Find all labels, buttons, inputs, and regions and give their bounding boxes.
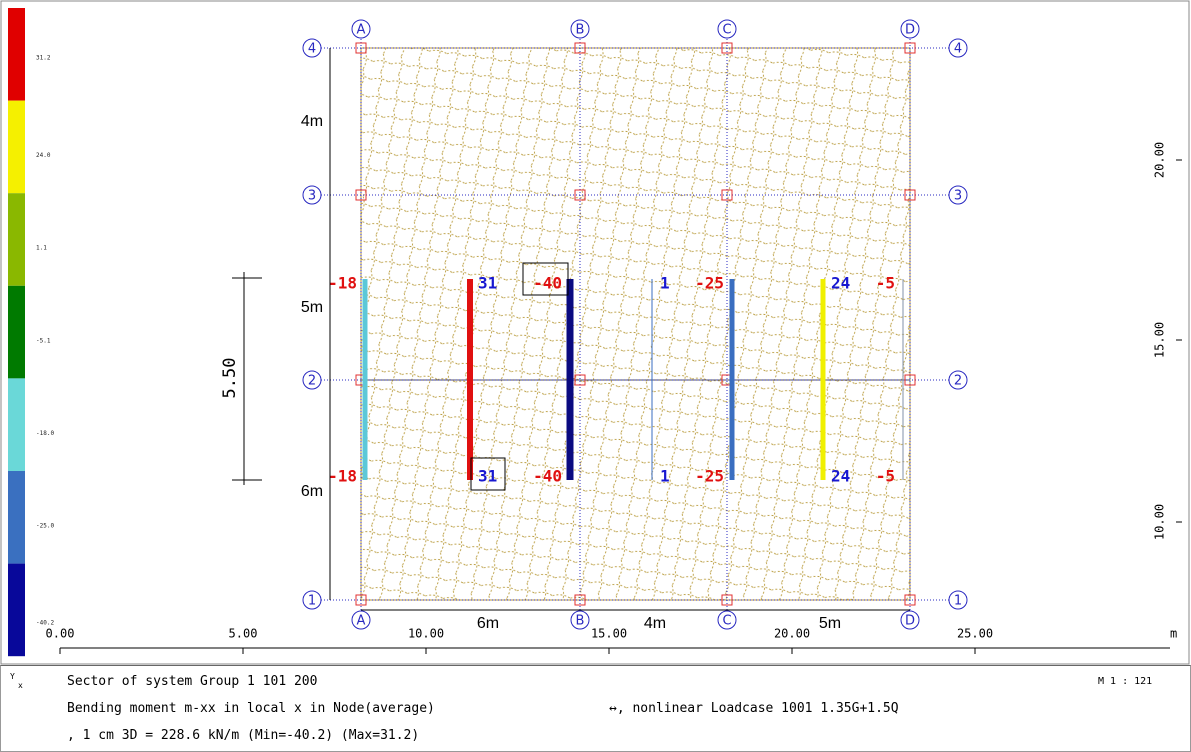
y-tick-label: 20.00 (1153, 142, 1167, 178)
grid-label: B (576, 614, 585, 629)
grid-label: D (905, 614, 915, 629)
axis-y: Y (10, 672, 15, 681)
result-label: 31 (478, 274, 497, 293)
result-label: 1 (660, 467, 670, 486)
result-label: 24 (831, 274, 850, 293)
grid-label: A (357, 614, 366, 629)
footer-line: , 1 cm 3D = 228.6 kN/m (Min=-40.2) (Max=… (67, 728, 419, 743)
x-tick-label: 0.00 (46, 627, 75, 641)
dim-label: 5m (819, 615, 841, 632)
dim-label: 4m (644, 615, 666, 632)
grid-label: 2 (308, 374, 316, 389)
legend-swatch (8, 101, 25, 194)
dim-label: 4m (301, 113, 323, 130)
legend-swatch (8, 8, 25, 101)
grid-label: 4 (954, 42, 962, 57)
dim-label: 6m (301, 483, 323, 500)
legend-swatch (8, 286, 25, 379)
dim-label: 6m (477, 615, 499, 632)
result-strip (567, 279, 574, 480)
result-label: 1 (660, 274, 670, 293)
dim-label: 5.50 (220, 358, 240, 399)
result-strip (903, 279, 904, 480)
axis-x: x (18, 681, 23, 690)
result-strip (652, 279, 653, 480)
grid-label: 4 (308, 42, 316, 57)
footer-line: Sector of system Group 1 101 200 (67, 674, 317, 689)
legend-label: 1.1 (36, 245, 47, 252)
result-label: -25 (695, 467, 724, 486)
result-label: -18 (328, 467, 357, 486)
result-label: -40 (533, 467, 562, 486)
result-strip (821, 279, 826, 480)
grid-label: 2 (954, 374, 962, 389)
result-label: -5 (876, 467, 895, 486)
grid-label: 1 (954, 594, 962, 609)
slab-mesh (361, 48, 910, 600)
legend-swatch (8, 193, 25, 286)
legend-label: -25.0 (36, 523, 54, 530)
result-strip (363, 279, 368, 480)
page: 31.2 24.0 1.1 -5.1 -18.0 -25.0 -40.20.00 5.00 10… (0, 0, 1191, 751)
grid-label: 1 (308, 594, 316, 609)
legend-swatch (8, 564, 25, 657)
x-unit: m (1170, 627, 1177, 641)
dim-label: 5m (301, 299, 323, 316)
grid-label: 3 (308, 189, 316, 204)
footer: Y x Sector of system Group 1 101 200 Ben… (0, 665, 1191, 752)
result-strip (467, 279, 473, 480)
legend-swatch (8, 471, 25, 564)
grid-label: B (576, 23, 585, 38)
legend-label: 24.0 (36, 152, 51, 159)
footer-line: ↔, nonlinear Loadcase 1001 1.35G+1.5Q (609, 701, 899, 716)
x-tick-label: 25.00 (957, 627, 993, 641)
scale: M 1 : 121 (1098, 676, 1152, 687)
result-label: -40 (533, 274, 562, 293)
grid-label: C (722, 614, 731, 629)
legend-label: -40.2 (36, 620, 54, 627)
legend-label: -5.1 (36, 337, 51, 344)
grid-label: C (722, 23, 731, 38)
legend-swatch (8, 378, 25, 471)
legend-label: 31.2 (36, 55, 51, 62)
result-strip (730, 279, 735, 480)
x-tick-label: 5.00 (229, 627, 258, 641)
result-label: -25 (695, 274, 724, 293)
y-tick-label: 10.00 (1153, 504, 1167, 540)
result-label: 24 (831, 467, 850, 486)
drawing: 31.2 24.0 1.1 -5.1 -18.0 -25.0 -40.20.00 5.00 10… (0, 0, 1191, 665)
result-label: -5 (876, 274, 895, 293)
result-label: 31 (478, 467, 497, 486)
grid-label: D (905, 23, 915, 38)
result-label: -18 (328, 274, 357, 293)
grid-label: A (357, 23, 366, 38)
legend-label: -18.0 (36, 430, 54, 437)
footer-line: Bending moment m-xx in local x in Node(a… (67, 701, 435, 716)
y-tick-label: 15.00 (1153, 322, 1167, 358)
x-tick-label: 20.00 (774, 627, 810, 641)
grid-label: 3 (954, 189, 962, 204)
x-tick-label: 10.00 (408, 627, 444, 641)
x-tick-label: 15.00 (591, 627, 627, 641)
